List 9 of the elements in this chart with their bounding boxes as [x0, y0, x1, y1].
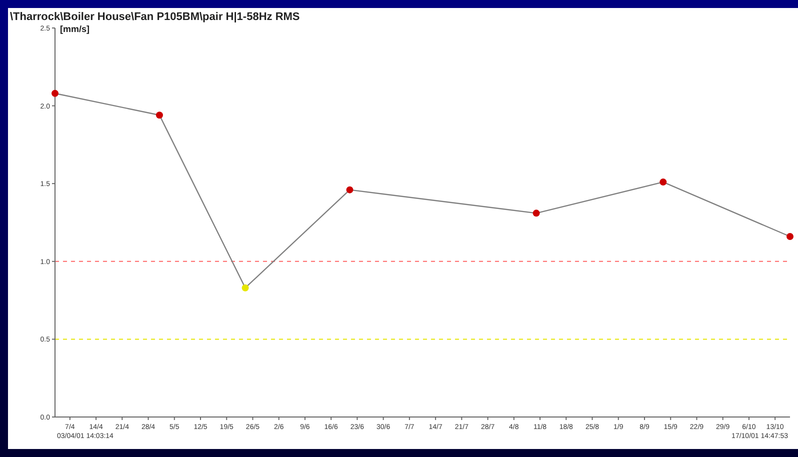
point	[786, 233, 794, 240]
point	[532, 210, 540, 217]
y-axis-title: [mm/s]	[60, 24, 90, 34]
point	[156, 112, 163, 119]
point	[52, 90, 58, 97]
point	[242, 284, 249, 292]
chart-title: \Tharrock\Boiler House\Fan P105BM\pair H|1-58Hz RMS	[10, 11, 300, 23]
point	[660, 178, 667, 186]
point	[346, 186, 354, 194]
